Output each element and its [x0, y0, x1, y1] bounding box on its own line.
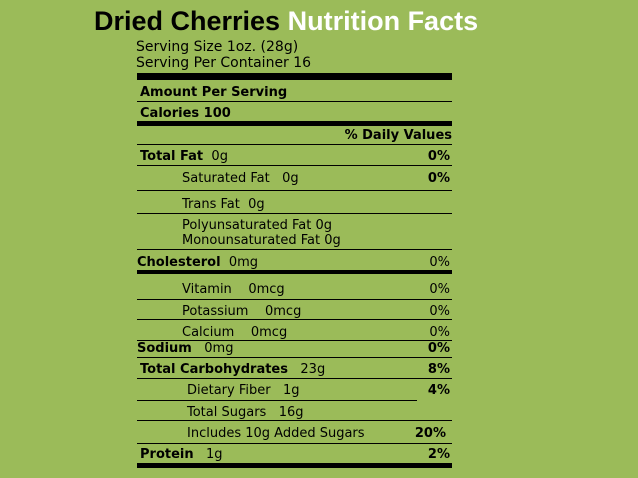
nutrient-amount: 0mg — [204, 341, 234, 356]
nutrient-label: Total Carbohydrates — [140, 362, 288, 377]
nutrient-label: Vitamin — [182, 282, 232, 297]
nutrient-label: Trans Fat — [182, 197, 240, 212]
nutrient-amount: 0g — [211, 149, 228, 164]
nutrient-label: Calcium — [182, 325, 235, 340]
divider — [137, 340, 452, 341]
nutrient-amount: 0mg — [228, 255, 259, 270]
nutrient-pct: 0% — [427, 171, 450, 186]
top-divider — [137, 73, 452, 80]
nutrient-amount: 0g — [248, 197, 265, 212]
nutrient-amount: 16g — [278, 405, 304, 420]
nutrient-label: Potassium — [182, 304, 249, 319]
nutrient-pct: 0% — [429, 304, 450, 319]
nutrient-amount: 23g — [300, 362, 326, 377]
calories-divider — [137, 121, 452, 126]
nutrient-pct: 8% — [427, 362, 450, 377]
daily-values-label: % Daily Values — [344, 128, 452, 143]
nutrient-pct: 20% — [414, 426, 446, 441]
amount-per-serving-label: Amount Per Serving — [140, 85, 288, 100]
divider — [137, 190, 452, 191]
nutrient-label: Total Fat — [140, 149, 204, 164]
divider — [137, 400, 417, 401]
divider — [137, 101, 452, 102]
nutrient-pct: 2% — [427, 447, 450, 462]
nutrient-label: Protein — [140, 447, 194, 462]
nutrient-pct: 0% — [429, 325, 450, 340]
nutrient-amount: 1g — [206, 447, 223, 462]
nutrient-amount: 0mcg — [250, 325, 288, 340]
calories-label: Calories 100 — [140, 106, 231, 121]
nutrient-label: Dietary Fiber — [187, 383, 271, 398]
nutrient-amount: 0g — [282, 171, 299, 186]
nutrient-label: Includes 10g Added Sugars — [187, 426, 365, 441]
nutrient-pct: 0% — [427, 149, 450, 164]
nutrient-pct: 0% — [429, 282, 450, 297]
divider — [137, 249, 452, 250]
product-name: Dried Cherries — [94, 6, 281, 36]
divider — [137, 213, 452, 214]
nutrient-pct: 4% — [427, 383, 450, 398]
nutrient-label: Polyunsaturated Fat 0g — [182, 218, 332, 233]
bottom-divider — [137, 463, 452, 468]
nutrient-label: Saturated Fat — [182, 171, 270, 186]
nutrient-amount: 1g — [283, 383, 300, 398]
cholesterol-divider — [137, 270, 452, 274]
nutrient-label: Monounsaturated Fat 0g — [182, 233, 341, 248]
nutrient-label: Sodium — [137, 341, 192, 356]
nutrient-label: Total Sugars — [187, 405, 267, 420]
divider — [137, 443, 452, 444]
divider — [137, 165, 452, 166]
divider — [137, 299, 452, 300]
divider — [137, 144, 452, 145]
nutrient-label: Cholesterol — [137, 255, 221, 270]
divider — [137, 420, 452, 421]
servings-per-container: Serving Per Container 16 — [136, 55, 312, 71]
page-title: Dried Cherries Nutrition Facts — [94, 6, 478, 37]
nutrient-amount: 0mcg — [248, 282, 285, 297]
serving-size: Serving Size 1oz. (28g) — [136, 39, 299, 55]
divider — [137, 319, 452, 320]
nutrient-pct: 0% — [429, 255, 450, 270]
nutrient-pct: 0% — [427, 341, 450, 356]
nutrient-amount: 0mcg — [265, 304, 302, 319]
serving-info: Serving Size 1oz. (28g) Serving Per Cont… — [136, 39, 311, 71]
divider — [137, 357, 452, 358]
divider — [137, 378, 452, 379]
nutrition-facts-heading: Nutrition Facts — [287, 6, 479, 36]
